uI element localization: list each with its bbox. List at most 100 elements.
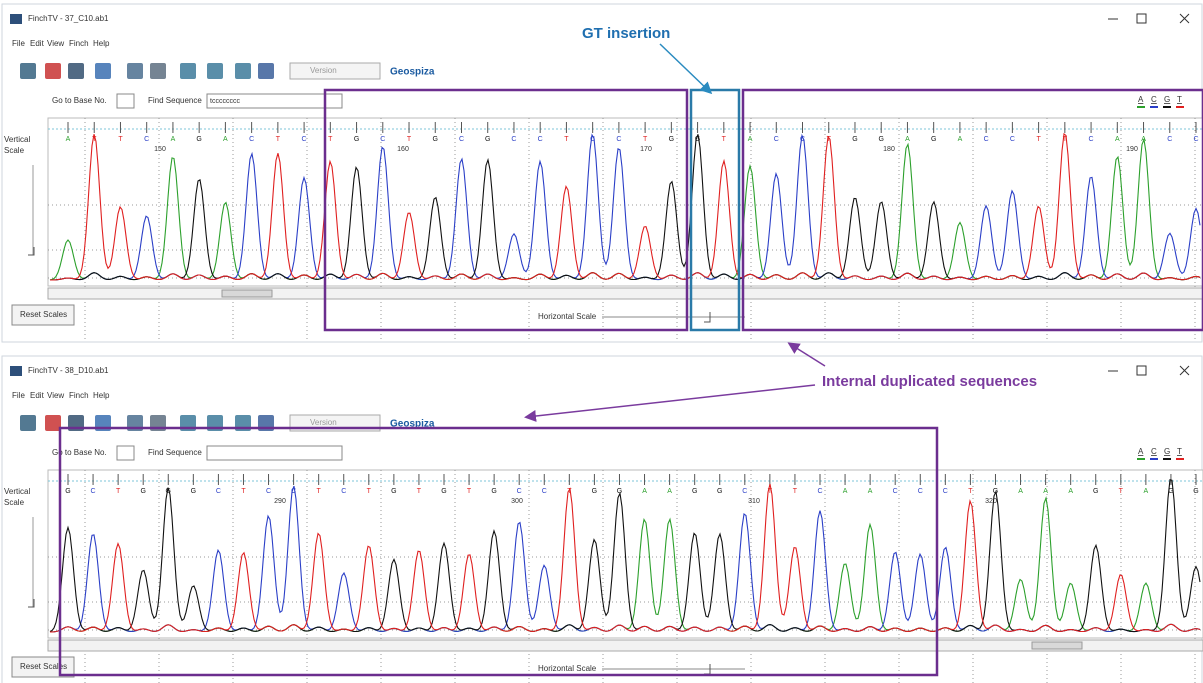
toolbar-button[interactable] (207, 63, 223, 79)
base-legend: C (1151, 447, 1157, 456)
base-call: C (216, 488, 221, 495)
base-call: T (1119, 488, 1124, 495)
find-sequence-input[interactable] (207, 446, 342, 460)
base-call: C (1193, 136, 1198, 143)
base-call: G (1093, 488, 1098, 495)
base-call: A (1144, 488, 1149, 495)
menu-item[interactable]: Help (93, 391, 110, 400)
toolbar-button[interactable] (20, 415, 36, 431)
window-top: FinchTV - 37_C10.ab1FileEditViewFinchHel… (2, 4, 1203, 342)
toolbar-button[interactable] (180, 63, 196, 79)
menu-item[interactable]: File (12, 391, 25, 400)
base-call: A (1043, 488, 1048, 495)
toolbar-button[interactable] (150, 63, 166, 79)
base-call: A (958, 136, 963, 143)
base-call: T (467, 488, 472, 495)
scroll-thumb[interactable] (222, 290, 272, 297)
base-call: T (1036, 136, 1041, 143)
base-call: G (354, 136, 359, 143)
position-label: 180 (883, 146, 895, 153)
toolbar-button[interactable] (45, 63, 61, 79)
base-call: T (643, 136, 648, 143)
app-icon (10, 366, 22, 376)
toolbar-button[interactable] (45, 415, 61, 431)
base-legend: G (1164, 95, 1170, 104)
annotation: Internal duplicated sequences (822, 373, 1037, 390)
scrollbar (48, 288, 1203, 299)
scroll-thumb[interactable] (1032, 642, 1082, 649)
base-call: C (249, 136, 254, 143)
base-call: G (196, 136, 201, 143)
toolbar-button[interactable] (258, 63, 274, 79)
menu-item[interactable]: Help (93, 39, 110, 48)
menu-item[interactable]: View (47, 39, 64, 48)
base-call: C (918, 488, 923, 495)
toolbar-button[interactable] (127, 63, 143, 79)
base-call: C (893, 488, 898, 495)
vertical-scale-label: Vertical (4, 135, 30, 144)
base-call: G (592, 488, 597, 495)
base-call: C (266, 488, 271, 495)
base-call: C (91, 488, 96, 495)
window-title: FinchTV - 38_D10.ab1 (28, 366, 109, 375)
menu-item[interactable]: Edit (30, 39, 45, 48)
base-call: A (171, 136, 176, 143)
base-call: T (118, 136, 123, 143)
base-call: C (459, 136, 464, 143)
toolbar-button[interactable] (20, 63, 36, 79)
base-call: G (717, 488, 722, 495)
base-call: C (144, 136, 149, 143)
go-to-base-input[interactable] (117, 94, 134, 108)
base-call: A (868, 488, 873, 495)
annotation: GT insertion (582, 25, 670, 42)
menu-item[interactable]: View (47, 391, 64, 400)
position-label: 160 (397, 146, 409, 153)
logo: Geospiza (390, 67, 435, 78)
base-call: C (511, 136, 516, 143)
vertical-scale-label: Scale (4, 498, 25, 507)
position-label: 300 (511, 498, 523, 505)
toolbar-button[interactable] (95, 63, 111, 79)
base-call: T (407, 136, 412, 143)
find-sequence-label: Find Sequence (148, 448, 202, 457)
go-to-base-input[interactable] (117, 446, 134, 460)
base-call: A (1018, 488, 1023, 495)
horizontal-scale-label: Horizontal Scale (538, 664, 597, 673)
base-call: A (905, 136, 910, 143)
menu-item[interactable]: Finch (69, 39, 89, 48)
horizontal-scale-label: Horizontal Scale (538, 312, 597, 321)
version-label: Version (310, 66, 337, 75)
base-legend: T (1177, 95, 1182, 104)
vertical-scale-label: Scale (4, 146, 25, 155)
base-legend: T (1177, 447, 1182, 456)
base-call: G (433, 136, 438, 143)
menu-item[interactable]: Edit (30, 391, 45, 400)
vertical-scale-label: Vertical (4, 487, 30, 496)
base-call: A (1115, 136, 1120, 143)
base-call: G (191, 488, 196, 495)
base-call: T (564, 136, 569, 143)
base-call: T (793, 488, 798, 495)
toolbar-button[interactable] (235, 63, 251, 79)
toolbar-button[interactable] (68, 63, 84, 79)
base-call: G (669, 136, 674, 143)
base-call: C (616, 136, 621, 143)
base-call: T (317, 488, 322, 495)
position-label: 150 (154, 146, 166, 153)
menu-item[interactable]: File (12, 39, 25, 48)
base-call: G (140, 488, 145, 495)
base-call: T (722, 136, 727, 143)
base-call: A (748, 136, 753, 143)
base-call: C (774, 136, 779, 143)
base-call: C (817, 488, 822, 495)
find-sequence-label: Find Sequence (148, 96, 202, 105)
app-icon (10, 14, 22, 24)
screenshot: FinchTV - 37_C10.ab1FileEditViewFinchHel… (0, 0, 1203, 683)
base-call: C (1089, 136, 1094, 143)
base-call: T (367, 488, 372, 495)
base-call: G (441, 488, 446, 495)
menu-item[interactable]: Finch (69, 391, 89, 400)
base-call: T (328, 136, 333, 143)
base-call: C (380, 136, 385, 143)
base-call: T (417, 488, 422, 495)
